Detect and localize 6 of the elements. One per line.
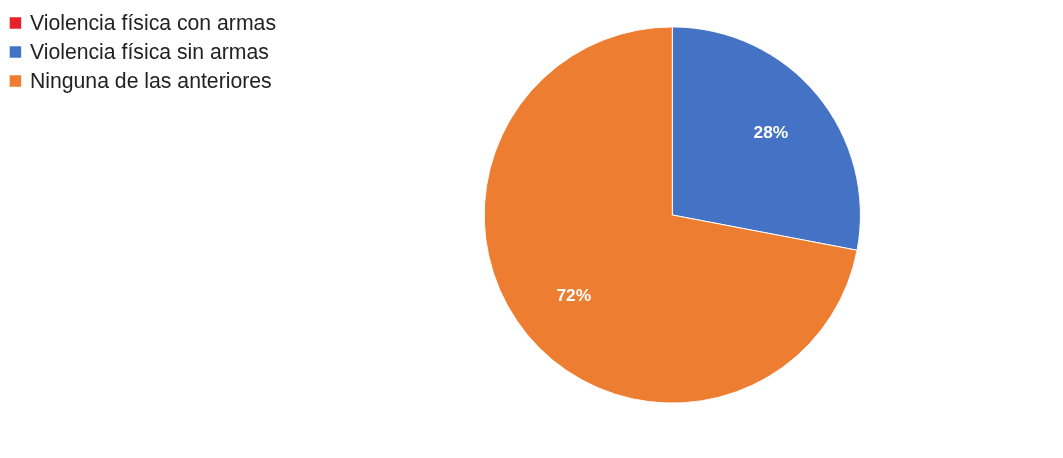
data-label: 28% [753, 122, 789, 143]
pie-slice [483, 26, 858, 404]
legend-label: Violencia física sin armas [29, 39, 269, 63]
legend-label: Ninguna de las anteriores [29, 68, 272, 93]
data-label: 72% [556, 285, 592, 306]
legend-label: Violencia física con armas [29, 10, 277, 34]
